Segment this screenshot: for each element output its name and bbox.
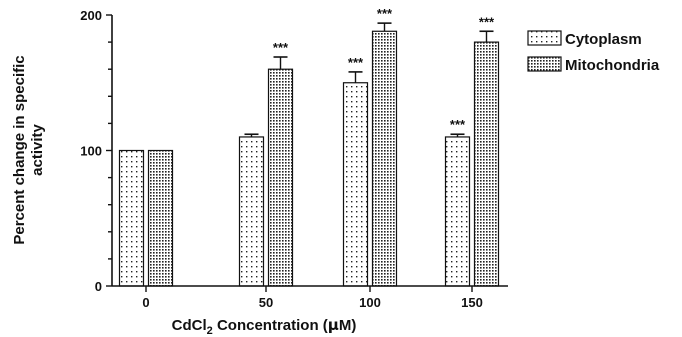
x-axis-title-end: M): [339, 317, 357, 334]
y-axis-title-line2: activity: [29, 123, 46, 175]
x-tick-label-100: 100: [359, 295, 381, 310]
legend-swatch-cytoplasm: [527, 30, 562, 46]
x-tick-label-150: 150: [461, 295, 483, 310]
y-axis-title-line1: Percent change in specific: [11, 55, 28, 244]
x-tick-label-50: 50: [259, 295, 273, 310]
legend-label-cytoplasm: Cytoplasm: [565, 31, 642, 48]
significance-mitochondria-150: ***: [479, 14, 495, 29]
significance-mitochondria-50: ***: [273, 40, 289, 55]
bar-mitochondria-100: [371, 30, 398, 287]
x-axis-title-main: CdCl: [172, 317, 207, 334]
bar-cytoplasm-0: [118, 149, 145, 287]
bars-group: [118, 30, 500, 287]
significance-group: *** *** *** *** ***: [273, 6, 495, 132]
axes-group: 0 100 200 0 50 100 150: [80, 8, 508, 310]
legend-swatch-mitochondria: [527, 56, 562, 72]
x-tick-label-0: 0: [142, 295, 149, 310]
legend: Cytoplasm Mitochondria: [527, 30, 660, 74]
bar-mitochondria-50: [267, 68, 294, 287]
bar-cytoplasm-50: [238, 136, 265, 287]
x-axis-title-mu: μ: [328, 316, 339, 334]
x-axis-title: CdCl2 Concentration (μM): [172, 316, 357, 337]
y-tick-label-100: 100: [80, 144, 102, 159]
significance-cytoplasm-150: ***: [450, 117, 466, 132]
bar-cytoplasm-100: [342, 82, 369, 287]
y-tick-label-200: 200: [80, 8, 102, 23]
error-bars-group: [244, 22, 494, 137]
y-tick-label-0: 0: [95, 279, 102, 294]
bar-mitochondria-0: [147, 149, 174, 287]
significance-cytoplasm-100: ***: [348, 55, 364, 70]
significance-mitochondria-100: ***: [377, 6, 393, 21]
bar-cytoplasm-150: [444, 136, 471, 287]
bar-mitochondria-150: [473, 41, 500, 287]
legend-label-mitochondria: Mitochondria: [565, 57, 660, 74]
x-axis-title-rest: Concentration (: [213, 317, 328, 334]
x-axis-title-subscript: 2: [207, 325, 213, 337]
